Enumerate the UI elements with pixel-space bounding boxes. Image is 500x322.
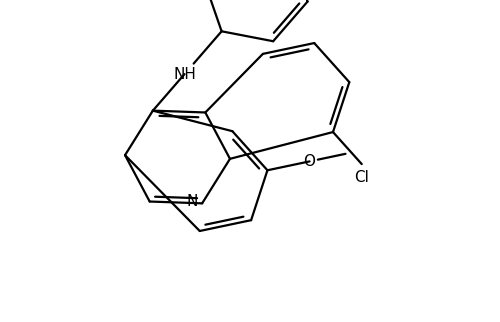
Text: O: O: [304, 154, 316, 169]
Text: Cl: Cl: [354, 170, 369, 185]
Text: N: N: [187, 194, 198, 209]
Text: NH: NH: [173, 67, 196, 82]
